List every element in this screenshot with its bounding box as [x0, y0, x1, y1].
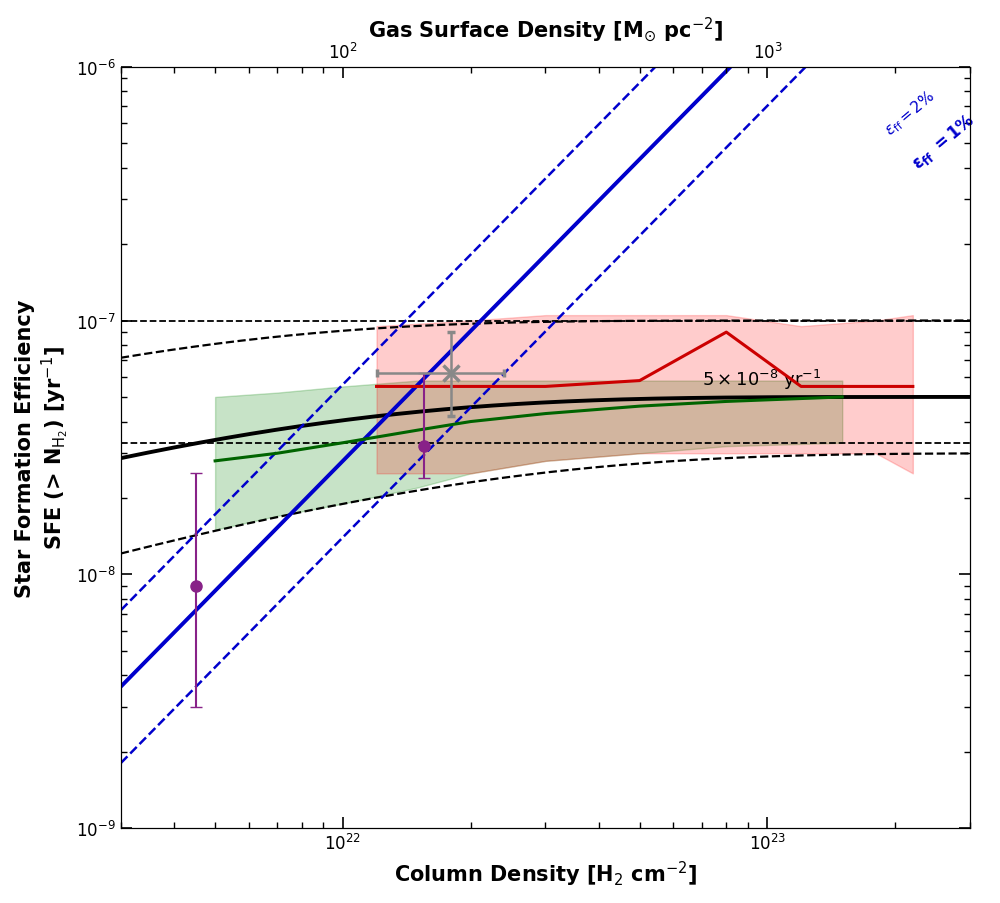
X-axis label: Gas Surface Density [M$_{\odot}$ pc$^{-2}$]: Gas Surface Density [M$_{\odot}$ pc$^{-2…: [368, 15, 723, 44]
Text: $\mathbf{\varepsilon_{ff}}$ $\mathbf{=1\%}$: $\mathbf{\varepsilon_{ff}}$ $\mathbf{=1\…: [909, 110, 980, 174]
Y-axis label: Star Formation Efficiency
SFE (> N$_{\rm H_2}$) [yr$^{-1}$]: Star Formation Efficiency SFE (> N$_{\rm…: [15, 299, 71, 597]
X-axis label: Column Density [H$_2$ cm$^{-2}$]: Column Density [H$_2$ cm$^{-2}$]: [394, 859, 697, 888]
Text: $5 \times 10^{-8}\ \mathrm{yr}^{-1}$: $5 \times 10^{-8}\ \mathrm{yr}^{-1}$: [702, 367, 821, 391]
Text: $\varepsilon_{\rm ff} = 2\%$: $\varepsilon_{\rm ff} = 2\%$: [881, 87, 939, 140]
